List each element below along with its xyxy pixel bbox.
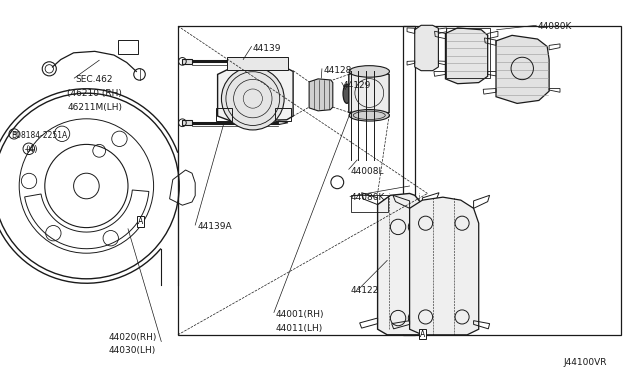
Text: J44100VR: J44100VR xyxy=(563,358,607,367)
Polygon shape xyxy=(182,59,192,64)
Ellipse shape xyxy=(349,110,390,121)
Polygon shape xyxy=(445,28,488,84)
Text: 44080K: 44080K xyxy=(351,193,385,202)
Polygon shape xyxy=(182,120,192,125)
Text: SEC.462: SEC.462 xyxy=(76,76,113,84)
Text: 44030(LH): 44030(LH) xyxy=(109,346,156,355)
Text: 44008L: 44008L xyxy=(351,167,384,176)
Bar xyxy=(178,26,415,335)
Polygon shape xyxy=(218,68,293,121)
Polygon shape xyxy=(278,60,288,63)
Text: A: A xyxy=(138,217,143,226)
Polygon shape xyxy=(309,79,333,111)
Bar xyxy=(118,40,138,54)
Text: 44011(LH): 44011(LH) xyxy=(275,324,323,333)
Bar xyxy=(216,108,232,121)
Polygon shape xyxy=(415,25,438,71)
Bar xyxy=(351,195,388,212)
Text: B: B xyxy=(12,131,16,137)
Text: 44129: 44129 xyxy=(343,81,371,90)
Text: 46211M(LH): 46211M(LH) xyxy=(67,103,122,112)
Text: 44139A: 44139A xyxy=(197,222,232,231)
Ellipse shape xyxy=(343,84,351,103)
Text: 44139: 44139 xyxy=(253,44,282,53)
Ellipse shape xyxy=(221,67,284,130)
Bar xyxy=(275,108,291,121)
Polygon shape xyxy=(496,35,549,103)
Text: A: A xyxy=(420,330,425,339)
Text: (4): (4) xyxy=(26,145,38,154)
Bar xyxy=(227,57,288,70)
Text: B08184-2251A: B08184-2251A xyxy=(12,131,68,140)
Polygon shape xyxy=(278,121,288,125)
Text: 44080K: 44080K xyxy=(538,22,572,31)
Text: 44128: 44128 xyxy=(323,66,351,75)
Polygon shape xyxy=(410,197,479,335)
Bar xyxy=(446,28,490,78)
Polygon shape xyxy=(378,193,429,335)
Text: 44001(RH): 44001(RH) xyxy=(275,310,324,319)
Polygon shape xyxy=(349,71,389,115)
Bar xyxy=(403,26,621,335)
Text: 44122: 44122 xyxy=(351,286,379,295)
Ellipse shape xyxy=(349,66,390,77)
Text: 44020(RH): 44020(RH) xyxy=(109,333,157,342)
Text: (46210 (RH): (46210 (RH) xyxy=(67,89,122,98)
